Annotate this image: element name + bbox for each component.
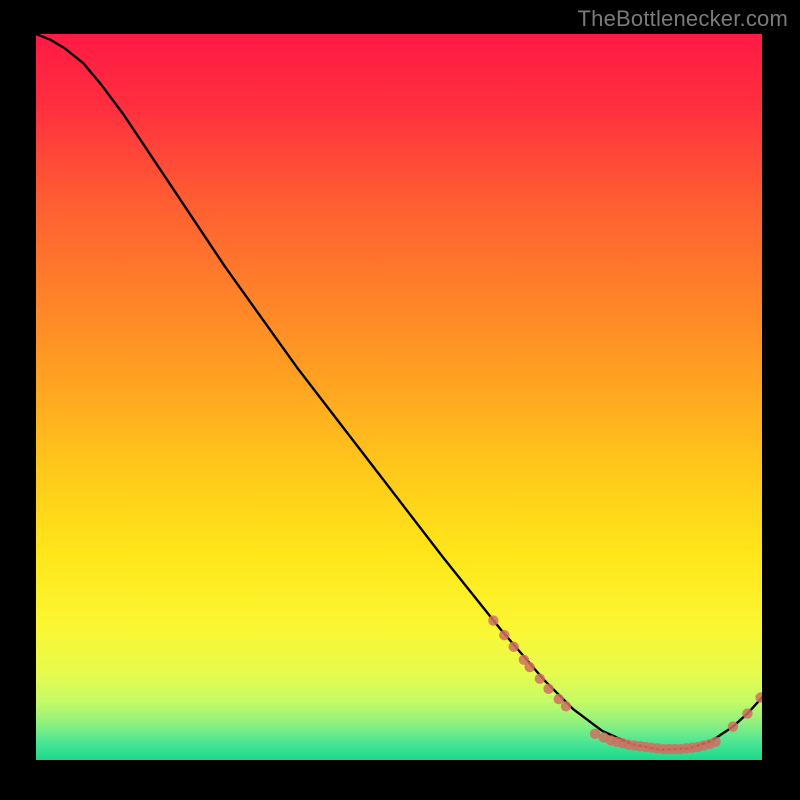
data-point (710, 737, 720, 747)
data-point (488, 615, 498, 625)
data-point (509, 642, 519, 652)
data-point (728, 721, 738, 731)
plot-background (36, 34, 762, 760)
data-point (499, 630, 509, 640)
data-point (561, 701, 571, 711)
data-point (543, 684, 553, 694)
chart-stage: TheBottlenecker.com (0, 0, 800, 800)
data-point (742, 708, 752, 718)
data-point (755, 692, 765, 702)
data-point (535, 673, 545, 683)
data-point (524, 662, 534, 672)
chart-svg (0, 0, 800, 800)
